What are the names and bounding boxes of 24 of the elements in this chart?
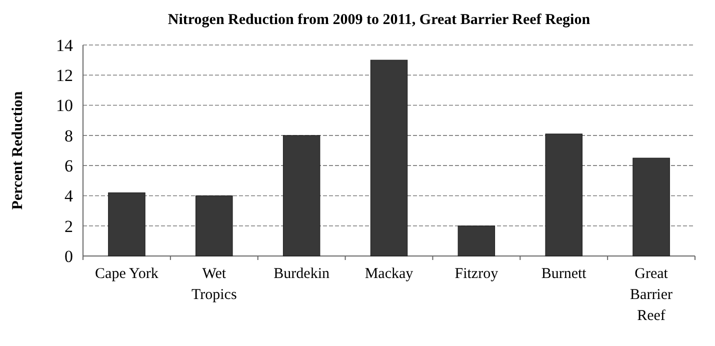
bar — [545, 134, 582, 256]
y-tick-label: 8 — [64, 126, 73, 146]
bar — [196, 195, 233, 256]
y-tick-label: 4 — [64, 186, 74, 206]
y-tick-label: 10 — [56, 96, 73, 116]
bar — [370, 60, 408, 256]
x-tick-label: Mackay — [364, 266, 414, 282]
y-tick-label: 0 — [64, 246, 73, 266]
y-axis-title: Percent Reduction — [10, 90, 26, 210]
x-tick-label: Great Barrier Reef — [630, 266, 673, 324]
y-tick-label: 2 — [64, 216, 73, 236]
chart-title: Nitrogen Reduction from 2009 to 2011, Great Barrier Reef Region — [168, 12, 591, 28]
x-tick-label: Cape York — [95, 266, 159, 282]
x-tick-label: Burnett — [541, 266, 588, 282]
y-tick-label: 6 — [64, 156, 73, 176]
bar — [458, 226, 496, 256]
y-tick-label: 14 — [56, 36, 74, 55]
bar — [282, 135, 320, 256]
bar — [108, 192, 146, 256]
x-tick-label: Fitzroy — [454, 266, 499, 282]
y-tick-label: 12 — [56, 66, 73, 86]
bar — [632, 158, 670, 256]
x-tick-label: Burdekin — [274, 266, 330, 282]
x-tick-label: Wet Tropics — [191, 266, 237, 303]
